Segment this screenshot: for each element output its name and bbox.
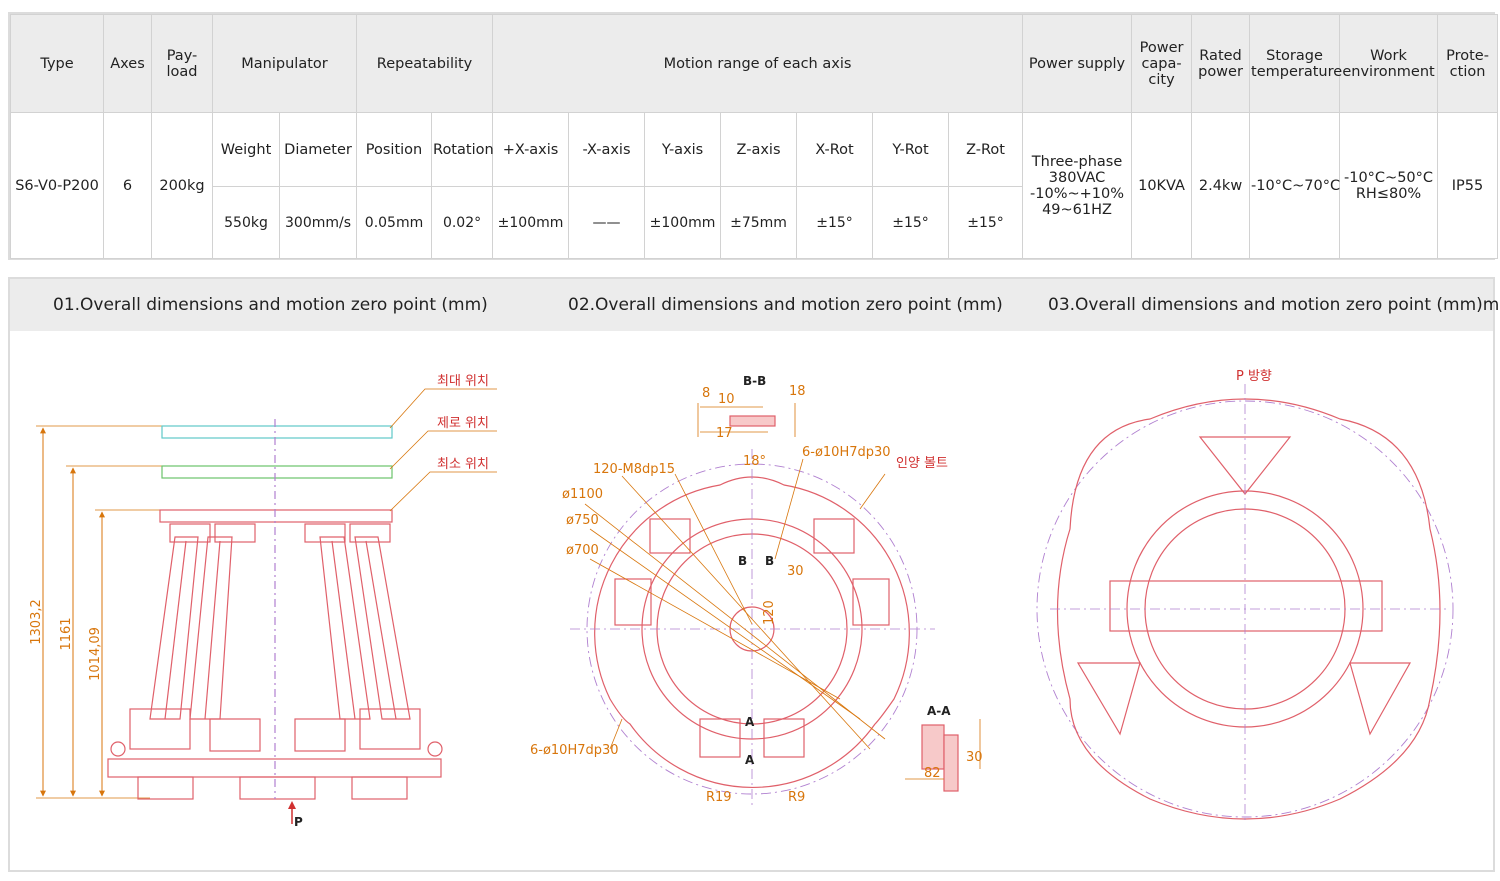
label-lift-bolt: 인양 볼트 — [896, 456, 948, 471]
label-bb-17: 17 — [716, 426, 733, 441]
header-work-environment: Work environment — [1340, 15, 1438, 113]
label-mark-b-left: B — [738, 554, 747, 568]
label-bb-8: 8 — [702, 386, 710, 401]
label-holes-left: 6-ø10H7dp30 — [530, 743, 619, 758]
value-axes: 6 — [104, 113, 152, 259]
value-y-axis: ±100mm — [645, 187, 721, 259]
label-min-position: 최소 위치 — [437, 457, 489, 472]
subheader-z-axis: Z-axis — [721, 113, 797, 187]
label-p-direction: P 방향 — [1236, 369, 1272, 384]
drawings-frame: 01.Overall dimensions and motion zero po… — [8, 277, 1495, 872]
panel3-bottom-view: P 방향 — [1037, 369, 1453, 824]
value-payload: 200kg — [152, 113, 213, 259]
panel3-bracket-right — [1350, 663, 1410, 734]
label-holes-m8: 120-M8dp15 — [593, 462, 675, 477]
subheader-diameter: Diameter — [280, 113, 357, 187]
header-rated-power: Rated power — [1192, 15, 1250, 113]
header-motion-range: Motion range of each axis — [493, 15, 1023, 113]
dim-min-height: 1014,09 — [88, 627, 103, 681]
value-position: 0.05mm — [357, 187, 432, 259]
label-aa-30: 30 — [966, 750, 983, 765]
label-section-aa: A-A — [927, 704, 951, 718]
value-x-plus: ±100mm — [493, 187, 569, 259]
header-protection: Prote- ction — [1438, 15, 1498, 113]
subheader-x-rot: X-Rot — [797, 113, 873, 187]
panel3-bracket-left — [1078, 663, 1140, 734]
value-power-capacity: 10KVA — [1132, 113, 1192, 259]
label-zero-position: 제로 위치 — [437, 416, 489, 431]
subheader-rotation: Rotation — [432, 113, 493, 187]
dim-total-height: 1303,2 — [29, 599, 44, 645]
header-repeatability: Repeatability — [357, 15, 493, 113]
dim-zero-height: 1161 — [59, 617, 74, 650]
panel3-crossbar — [1110, 581, 1382, 631]
value-weight: 550kg — [213, 187, 280, 259]
label-mark-a-bottom: A — [745, 753, 755, 767]
value-y-rot: ±15° — [873, 187, 949, 259]
header-storage-temperature: Storage temperature — [1250, 15, 1340, 113]
label-bb-10: 10 — [718, 392, 735, 407]
label-holes-top: 6-ø10H7dp30 — [802, 445, 891, 460]
spec-table-frame: Type Axes Pay- load Manipulator Repeatab… — [8, 12, 1495, 260]
spec-table: Type Axes Pay- load Manipulator Repeatab… — [10, 14, 1498, 259]
subheader-x-plus: +X-axis — [493, 113, 569, 187]
label-p-marker: P — [294, 815, 303, 829]
subheader-z-rot: Z-Rot — [949, 113, 1023, 187]
label-r19: R19 — [706, 790, 732, 805]
label-aa-82: 82 — [924, 766, 941, 781]
value-type: S6-V0-P200 — [11, 113, 104, 259]
header-payload: Pay- load — [152, 15, 213, 113]
panel2-top-view: 120-M8dp15 6-ø10H7dp30 인양 볼트 ø1100 ø750 … — [530, 374, 983, 809]
subheader-position: Position — [357, 113, 432, 187]
label-d750: ø750 — [566, 513, 599, 528]
drawings-svg: 1303,2 1161 1014,09 최대 위치 제로 위치 최소 위치 — [10, 279, 1497, 874]
value-protection: IP55 — [1438, 113, 1498, 259]
subheader-y-rot: Y-Rot — [873, 113, 949, 187]
label-bb-18: 18 — [789, 384, 806, 399]
subheader-weight: Weight — [213, 113, 280, 187]
label-mark-a-top: A — [745, 715, 755, 729]
value-work-environment: -10°C~50°C RH≤80% — [1340, 113, 1438, 259]
subheader-y-axis: Y-axis — [645, 113, 721, 187]
value-power-supply: Three-phase 380VAC -10%~+10% 49~61HZ — [1023, 113, 1132, 259]
value-diameter: 300mm/s — [280, 187, 357, 259]
panel1-side-view: 1303,2 1161 1014,09 최대 위치 제로 위치 최소 위치 — [29, 374, 497, 829]
header-manipulator: Manipulator — [213, 15, 357, 113]
platform-zero — [162, 466, 392, 478]
upper-joints — [170, 524, 390, 542]
label-d700: ø700 — [566, 543, 599, 558]
value-x-minus: —— — [569, 187, 645, 259]
label-dim30: 30 — [787, 564, 804, 579]
platform-min — [160, 510, 392, 522]
value-z-rot: ±15° — [949, 187, 1023, 259]
panel1-dimension-lines — [43, 428, 102, 796]
label-section-bb: B-B — [743, 374, 766, 388]
label-d1100: ø1100 — [562, 487, 603, 502]
platform-max — [162, 426, 392, 438]
label-max-position: 최대 위치 — [437, 374, 489, 389]
label-mark-b-right: B — [765, 554, 774, 568]
header-axes: Axes — [104, 15, 152, 113]
p-arrow-head-icon — [288, 801, 296, 809]
header-power-supply: Power supply — [1023, 15, 1132, 113]
label-dim120: 120 — [762, 600, 777, 625]
value-rated-power: 2.4kw — [1192, 113, 1250, 259]
hexapod-legs — [150, 537, 410, 719]
label-angle18: 18° — [743, 454, 766, 469]
value-x-rot: ±15° — [797, 187, 873, 259]
header-power-capacity: Power capa- city — [1132, 15, 1192, 113]
value-storage-temperature: -10°C~70°C — [1250, 113, 1340, 259]
header-type: Type — [11, 15, 104, 113]
value-rotation: 0.02° — [432, 187, 493, 259]
label-r9: R9 — [788, 790, 805, 805]
section-aa: A-A 82 30 — [905, 704, 983, 791]
value-z-axis: ±75mm — [721, 187, 797, 259]
panel2-leader-lines — [585, 459, 885, 749]
lower-joints — [111, 709, 442, 756]
subheader-x-minus: -X-axis — [569, 113, 645, 187]
section-bb: B-B 8 10 17 18 — [698, 374, 806, 441]
